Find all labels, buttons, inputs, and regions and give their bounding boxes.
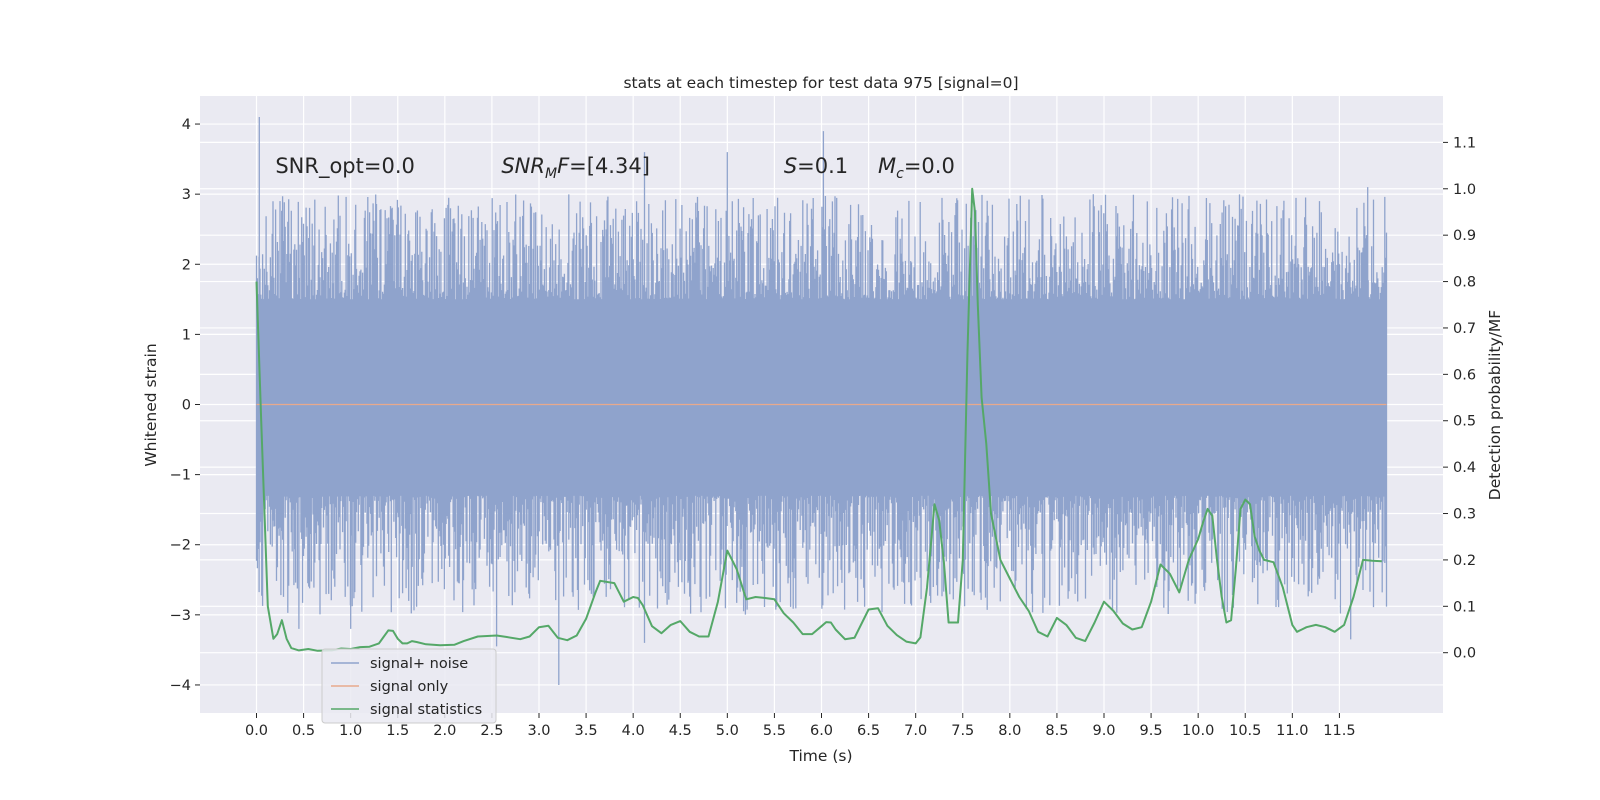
y2-tick-label-11: 1.1: [1453, 135, 1476, 151]
legend-label-signal-only: signal only: [370, 679, 449, 695]
x-tick-label-6: 3.0: [527, 723, 550, 739]
y-axis-left: −4 −3 −2 −1 0 1 2 3 4: [170, 117, 200, 694]
x-axis: 0.0 0.5 1.0 1.5 2.0 2.5 3.0 3.5 4.0 4.5 5.0 5.5 6.0 6…: [245, 713, 1356, 739]
annotation-s: S=0.1: [784, 154, 848, 178]
snr-subscript: M: [545, 166, 557, 182]
snr-mf-value: =[4.34]: [569, 154, 650, 178]
y2-tick-label-2: 0.2: [1453, 553, 1476, 569]
x-tick-label-8: 4.0: [622, 723, 645, 739]
x-tick-label-18: 9.0: [1092, 723, 1115, 739]
s-symbol: S: [784, 154, 797, 178]
annotation-snr-opt-text: SNR_opt=0.0: [275, 154, 415, 179]
x-tick-label-9: 4.5: [669, 723, 692, 739]
x-tick-label-22: 11.0: [1276, 723, 1308, 739]
x-tick-label-12: 6.0: [810, 723, 833, 739]
s-value: =0.1: [797, 154, 848, 178]
annotation-snr-mf: SNRMF=[4.34]: [501, 154, 650, 182]
y-tick-label-3: −1: [170, 468, 191, 484]
y-axis-right: 0.0 0.1 0.2 0.3 0.4 0.5 0.6 0.7 0.8 0.9 1.0 1.1: [1443, 135, 1476, 662]
mc-symbol: M: [878, 154, 896, 178]
statistics-series: [255, 187, 1382, 652]
y-tick-label-0: −4: [170, 678, 191, 694]
y2-tick-label-6: 0.6: [1453, 367, 1476, 383]
legend-box: [321, 648, 497, 724]
y2-tick-label-0: 0.0: [1453, 646, 1476, 662]
chart-title: stats at each timestep for test data 975…: [623, 74, 1018, 92]
y2-tick-label-4: 0.4: [1453, 460, 1476, 476]
y-tick-label-2: −2: [170, 538, 191, 554]
annotation-mc: Mc=0.0: [878, 154, 955, 182]
snr-tail: F: [557, 154, 570, 178]
x-tick-label-11: 5.5: [763, 723, 786, 739]
signal-statistics-line: [255, 187, 1382, 652]
y2-tick-label-5: 0.5: [1453, 414, 1476, 430]
x-axis-label: Time (s): [788, 747, 852, 765]
annotation-s-text: S=0.1: [784, 154, 848, 178]
x-tick-label-1: 0.5: [292, 723, 315, 739]
y-tick-label-1: −3: [170, 608, 191, 624]
legend-label-signal-statistics: signal statistics: [370, 702, 482, 718]
snr-symbol: SNR: [501, 154, 545, 178]
x-tick-label-20: 10.0: [1182, 723, 1214, 739]
annotation-snr-opt: SNR_opt=0.0: [275, 154, 415, 179]
y-axis-label: Whitened strain: [142, 343, 160, 466]
x-tick-label-0: 0.0: [245, 723, 268, 739]
x-tick-label-23: 11.5: [1323, 723, 1355, 739]
y2-tick-label-10: 1.0: [1453, 182, 1476, 198]
annotation-snr-mf-text: SNRMF=[4.34]: [501, 154, 650, 182]
x-tick-label-21: 10.5: [1229, 723, 1261, 739]
x-tick-label-16: 8.0: [998, 723, 1021, 739]
x-tick-label-17: 8.5: [1045, 723, 1068, 739]
noise-strokes: [255, 117, 1388, 685]
y2-tick-label-7: 0.7: [1453, 321, 1476, 337]
y2-tick-label-8: 0.8: [1453, 275, 1476, 291]
x-tick-label-10: 5.0: [716, 723, 739, 739]
mc-subscript: c: [896, 166, 904, 182]
y-tick-label-6: 2: [182, 257, 191, 273]
y-tick-label-4: 0: [182, 398, 191, 414]
x-tick-label-19: 9.5: [1140, 723, 1163, 739]
x-tick-label-14: 7.0: [904, 723, 927, 739]
x-tick-label-4: 2.0: [433, 723, 456, 739]
y2-tick-label-1: 0.1: [1453, 599, 1476, 615]
x-tick-label-7: 3.5: [575, 723, 598, 739]
x-tick-label-5: 2.5: [480, 723, 503, 739]
legend: signal+ noise signal only signal statist…: [321, 648, 497, 724]
y-tick-label-7: 3: [182, 187, 191, 203]
y2-tick-label-9: 0.9: [1453, 228, 1476, 244]
y-tick-label-8: 4: [182, 117, 191, 133]
legend-label-signal-noise: signal+ noise: [370, 656, 468, 672]
y2-tick-label-3: 0.3: [1453, 507, 1476, 523]
y2-axis-label: Detection probability/MF: [1486, 310, 1504, 501]
annotation-mc-text: Mc=0.0: [878, 154, 955, 182]
x-tick-label-3: 1.5: [386, 723, 409, 739]
mc-value: =0.0: [904, 154, 955, 178]
x-tick-label-2: 1.0: [339, 723, 362, 739]
x-tick-label-13: 6.5: [857, 723, 880, 739]
x-tick-label-15: 7.5: [951, 723, 974, 739]
y-tick-label-5: 1: [182, 327, 191, 343]
